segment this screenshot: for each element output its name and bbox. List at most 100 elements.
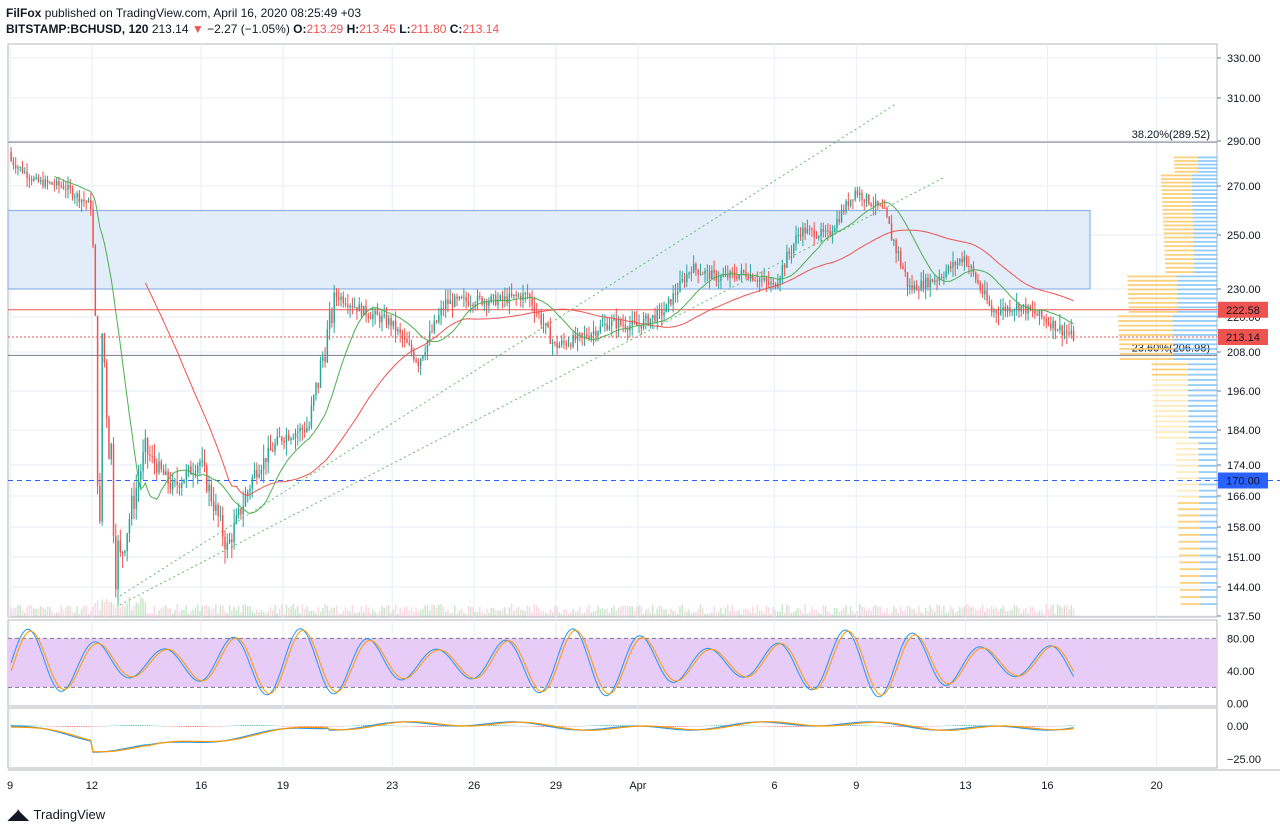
macd-histogram-bar [922, 726, 925, 727]
macd-histogram-bar [1056, 725, 1059, 727]
volume-profile-bar [1199, 495, 1217, 498]
volume-bar [53, 613, 56, 617]
macd-histogram-bar [187, 726, 190, 728]
macd-histogram-bar [742, 725, 745, 726]
volume-bar [954, 612, 956, 617]
volume-bar [476, 611, 479, 617]
volume-profile-bar [1152, 389, 1188, 392]
candle-body [228, 539, 231, 543]
volume-bar [761, 610, 763, 617]
volume-profile-bar [1172, 329, 1217, 332]
macd-histogram-bar [968, 724, 970, 726]
volume-bar [456, 613, 458, 617]
volume-profile-bar [1193, 266, 1217, 269]
candle-body [599, 325, 602, 332]
volume-bar [604, 609, 606, 617]
macd-histogram-bar [294, 726, 297, 727]
candle-body [481, 297, 483, 305]
volume-profile-bar [1177, 297, 1217, 300]
high-label: H: [346, 22, 360, 36]
candle-body [717, 280, 720, 282]
volume-bar [115, 607, 117, 617]
candle-body [463, 297, 465, 299]
candle-body [497, 299, 499, 306]
volume-profile-bar [1127, 279, 1177, 282]
candle-body [224, 536, 226, 550]
volume-bar [181, 609, 183, 617]
candle-body [943, 276, 945, 278]
volume-bar [347, 610, 349, 617]
macd-histogram-bar [881, 726, 884, 727]
volume-bar [479, 606, 481, 617]
candle-body [622, 324, 624, 326]
macd-histogram-bar [975, 725, 977, 726]
price-tick-label: 230.00 [1227, 284, 1261, 296]
volume-bar [403, 606, 406, 617]
macd-histogram-bar [385, 725, 388, 726]
volume-bar [961, 608, 963, 617]
volume-bar [401, 611, 404, 617]
volume-bar [260, 609, 263, 617]
candle-body [401, 333, 404, 338]
brand-name[interactable]: TradingView [33, 807, 106, 822]
volume-profile-bar [1197, 167, 1217, 170]
macd-histogram-bar [338, 726, 340, 727]
candle-body [244, 495, 247, 507]
volume-bar [80, 609, 83, 617]
volume-bar [763, 613, 765, 617]
candle-body [975, 272, 977, 281]
volume-bar [237, 606, 240, 617]
candle-body [187, 466, 190, 471]
candle-body [904, 268, 906, 273]
volume-profile-bar [1197, 170, 1217, 173]
candle-body [444, 299, 447, 310]
volume-profile-bar [1172, 334, 1217, 336]
volume-bar [822, 605, 825, 617]
volume-bar [249, 606, 251, 617]
candle-body [196, 465, 199, 473]
candle-body [381, 315, 383, 323]
volume-bar [988, 608, 991, 617]
candle-body [520, 295, 522, 301]
volume-bar [126, 603, 128, 617]
candle-body [968, 265, 970, 267]
volume-bar [774, 610, 777, 617]
volume-bar [526, 605, 529, 617]
volume-bar [1004, 609, 1007, 617]
candle-body [319, 360, 322, 388]
macd-histogram-bar [424, 726, 426, 727]
volume-bar [770, 613, 772, 617]
candle-body [178, 485, 181, 488]
macd-histogram-bar [676, 726, 679, 727]
macd-histogram-bar [745, 725, 747, 726]
candle-body [756, 280, 759, 282]
volume-bar [592, 611, 595, 617]
volume-bar [897, 612, 900, 617]
symbol-label[interactable]: BITSTAMP:BCHUSD, 120 [6, 22, 149, 36]
volume-profile-bar [1191, 181, 1217, 184]
candle-body [827, 230, 829, 232]
author-name[interactable]: FilFox [6, 6, 42, 20]
volume-bar [727, 604, 729, 617]
x-tick-label: 23 [386, 780, 398, 792]
volume-bar [328, 609, 331, 617]
macd-histogram-bar [533, 726, 536, 727]
volume-profile-bar [1188, 436, 1217, 439]
candle-body [601, 324, 604, 326]
volume-bar [1011, 610, 1013, 617]
candle-body [574, 334, 577, 340]
candle-body [788, 251, 790, 254]
candle-body [317, 382, 319, 388]
volume-bar [854, 613, 856, 617]
volume-bar [303, 608, 306, 617]
candle-body [758, 279, 761, 282]
candle-body [176, 480, 178, 486]
volume-bar [713, 606, 715, 617]
volume-bar [736, 611, 738, 617]
chart-canvas[interactable]: 9 12 16 19 23 26 29 Apr 6 9 13 16 20330.00310.00290.… [0, 0, 1280, 800]
candle-body [90, 200, 92, 209]
candle-body [636, 321, 638, 326]
candle-body [645, 315, 647, 319]
volume-bar [297, 606, 299, 617]
price-badge [1218, 329, 1268, 346]
